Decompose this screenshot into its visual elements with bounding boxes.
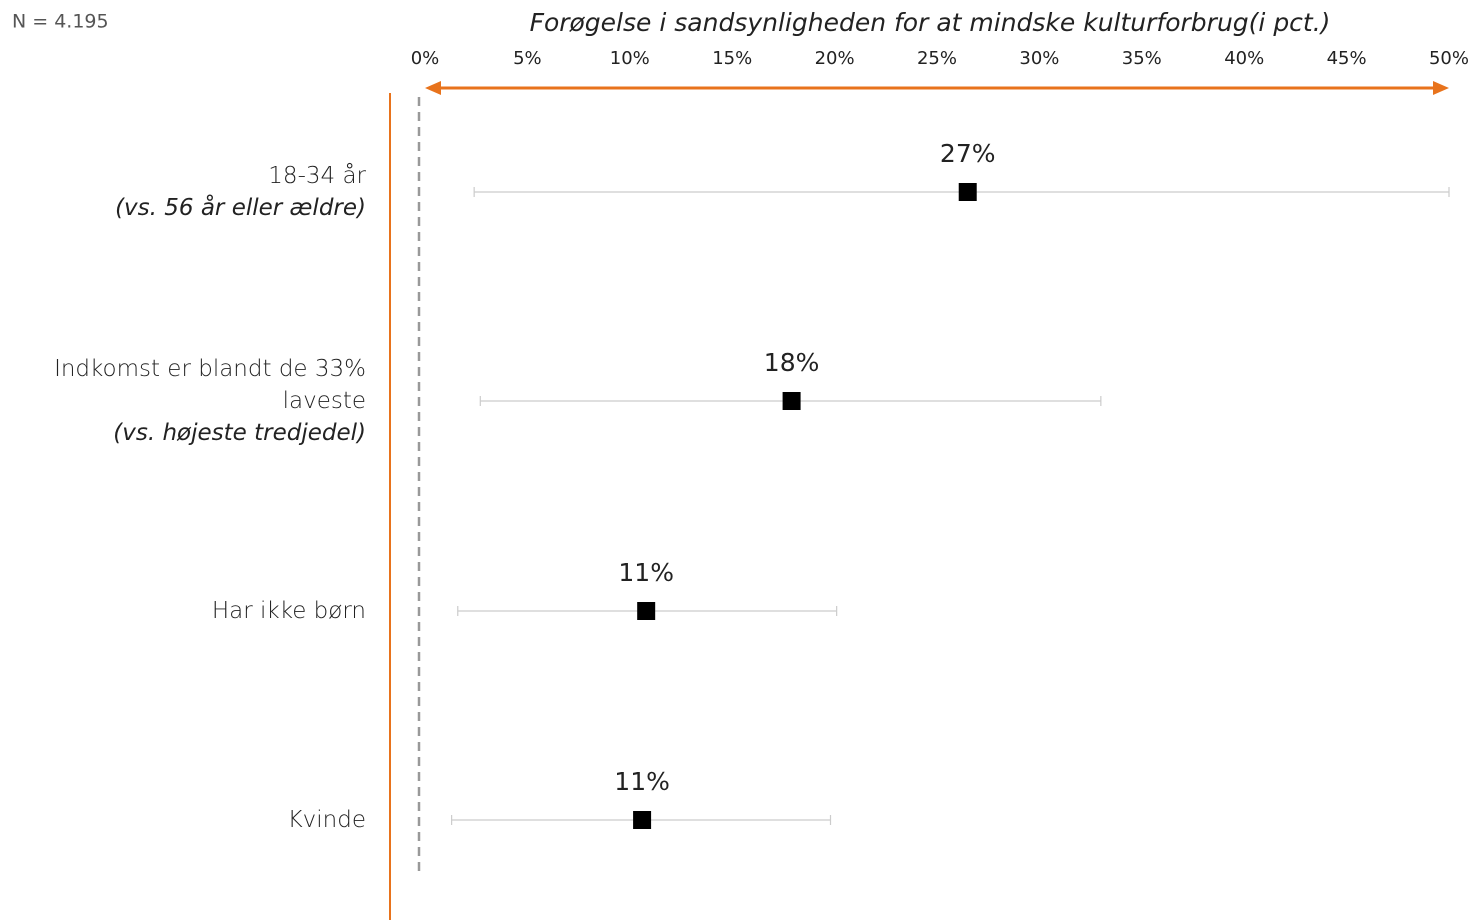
axis-arrow-left <box>425 81 441 95</box>
value-label: 27% <box>940 139 996 168</box>
x-tick-label: 45% <box>1327 48 1367 69</box>
category-label: Har ikke børn <box>0 595 366 627</box>
value-label: 11% <box>614 767 670 796</box>
value-label: 11% <box>618 558 674 587</box>
comparison-label: (vs. højeste tredjedel) <box>113 420 366 446</box>
category-label: Indkomst er blandt de 33% laveste (vs. hø… <box>0 353 366 449</box>
axis-title: Forøgelse i sandsynligheden for at minds… <box>530 8 1331 37</box>
category-name: Kvinde <box>287 807 366 833</box>
point-estimate <box>782 392 801 410</box>
point-estimate <box>958 183 977 201</box>
x-tick-label: 35% <box>1122 48 1162 69</box>
comparison-label: (vs. 56 år eller ældre) <box>115 195 366 221</box>
category-label: 18-34 år (vs. 56 år eller ældre) <box>0 160 366 224</box>
x-tick-label: 15% <box>712 48 752 69</box>
x-tick-label: 50% <box>1429 48 1469 69</box>
axis-arrow-right <box>1433 81 1449 95</box>
category-name: Indkomst er blandt de 33% laveste <box>54 356 366 414</box>
x-tick-label: 0% <box>411 48 440 69</box>
sample-note: N = 4.195 <box>12 11 109 33</box>
point-estimate <box>633 811 652 829</box>
category-name: 18-34 år <box>268 163 366 189</box>
value-label: 18% <box>764 348 820 377</box>
x-tick-label: 10% <box>610 48 650 69</box>
x-tick-label: 25% <box>917 48 957 69</box>
category-name: Har ikke børn <box>211 598 366 624</box>
x-tick-label: 30% <box>1019 48 1059 69</box>
x-tick-label: 40% <box>1224 48 1264 69</box>
point-estimate <box>637 602 656 620</box>
x-tick-label: 5% <box>513 48 542 69</box>
category-label: Kvinde <box>0 804 366 836</box>
x-tick-label: 20% <box>815 48 855 69</box>
